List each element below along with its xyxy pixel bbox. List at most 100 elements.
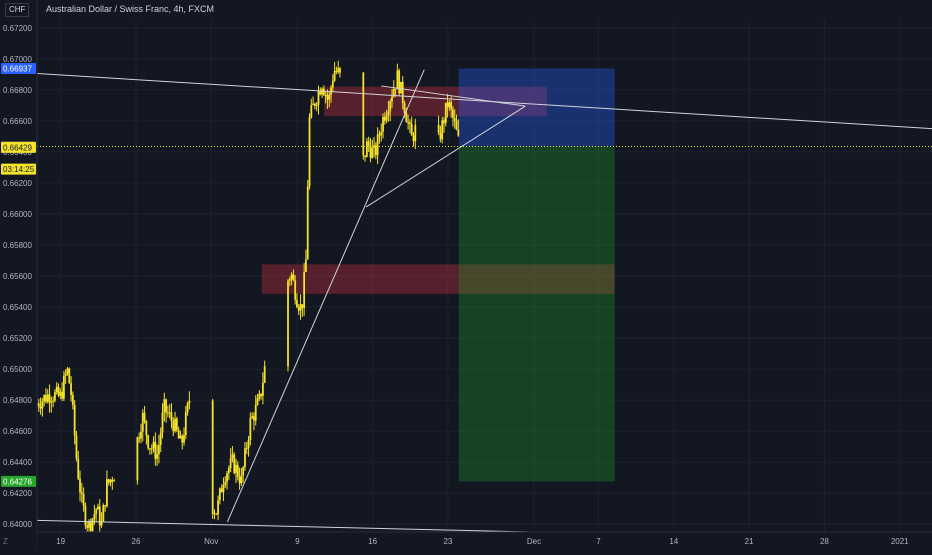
candle [100,512,103,528]
candle-body [396,70,399,90]
candle [305,249,307,273]
candle-body [75,435,78,459]
candle [299,294,302,320]
candle [301,304,304,317]
candle-body [109,479,112,483]
candle [39,397,42,415]
candle [382,113,384,139]
candle-body [299,304,302,311]
candle-body [401,81,404,104]
candle-body [233,454,236,473]
candle [149,447,151,455]
candle-body [158,444,160,454]
candle [55,382,58,395]
candle [263,360,266,384]
candle-body [172,420,175,432]
price-badge-bg [1,63,36,75]
candle [158,434,160,464]
candle-body [251,416,254,419]
position-tool[interactable] [458,68,615,482]
price-axis-bg[interactable] [0,0,37,550]
candle-body [324,94,327,96]
price-tick-label: 0.65800 [3,241,32,250]
time-axis-bg[interactable] [37,532,932,550]
candle-body [410,124,413,136]
candle-body [337,68,340,72]
candle [448,100,451,111]
candle-body [312,103,315,106]
candle [256,393,259,406]
candle-body [331,80,334,88]
candle-body [315,104,318,107]
take-profit-zone[interactable] [458,146,615,482]
candle-body [339,68,341,73]
candle-body [371,147,374,158]
candle [242,465,245,483]
candle-body [310,105,313,118]
zones[interactable] [261,86,615,294]
candle-body [174,418,176,432]
candle [287,279,289,372]
candle-body [457,129,460,136]
candle [159,427,162,453]
candle-body [263,366,266,383]
candle [226,470,228,490]
candle [229,448,232,473]
candle [68,367,71,384]
candle-body [389,101,392,112]
candle-body [211,400,214,514]
candle [288,276,291,287]
candle [161,403,164,439]
trendline-upper-resistance[interactable] [36,73,932,130]
candle [168,404,171,419]
candle [450,96,453,118]
candle [95,507,98,523]
candle-body [84,505,87,526]
candle [378,130,381,144]
candle-body [48,394,51,403]
candle-body [288,279,291,281]
trendline-rising-support[interactable] [226,69,425,523]
candle-body [292,274,295,281]
candle [215,513,218,516]
candle [401,75,404,110]
candle [328,90,331,108]
candle-body [244,448,246,468]
triangle-upper-leg[interactable] [381,85,526,107]
candle [455,114,458,131]
candle-body [383,116,386,121]
candle-body [222,485,225,493]
price-badge-label: 0.66429 [3,143,32,152]
candle [231,445,234,463]
supply-zone-lower[interactable] [261,264,615,294]
candle [84,502,87,530]
trendlines[interactable] [36,69,932,533]
candle [107,478,110,486]
price-tick-label: 0.66600 [3,117,32,126]
candle [387,101,390,122]
candle [308,113,311,190]
candle [258,390,261,402]
candle [61,382,64,402]
trendline-lower-support[interactable] [36,519,542,533]
candle [374,142,377,160]
candle [369,138,372,163]
candle [141,409,144,442]
candle-body [294,280,297,300]
candle [222,477,225,502]
candle-body [183,435,185,443]
candle-body [364,155,366,157]
candle-body [77,458,80,479]
time-tick-label: 16 [368,537,377,546]
currency-badge[interactable]: CHF [5,3,30,17]
candle-body [138,437,141,439]
candle [156,444,159,466]
supply-zone-upper[interactable] [324,86,547,117]
candle [163,392,166,422]
candle [165,398,167,423]
triangle-lower-leg[interactable] [365,105,526,208]
candle [321,87,323,98]
